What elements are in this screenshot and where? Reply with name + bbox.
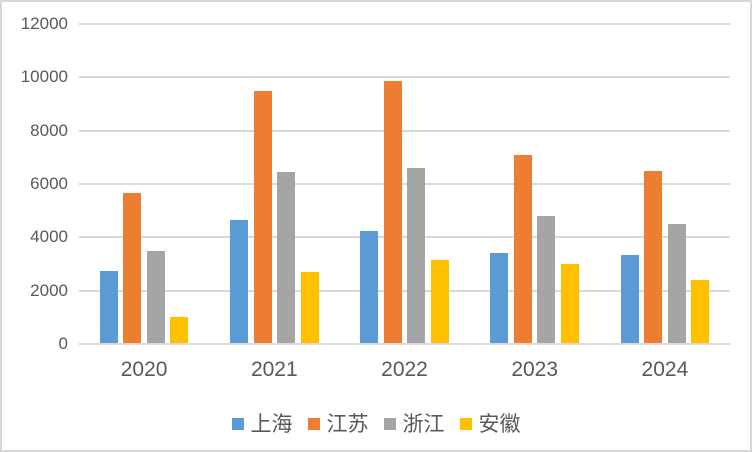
bar-安徽-2023 — [560, 264, 579, 344]
bar-安徽-2021 — [300, 272, 319, 344]
x-tick-label-2020: 2020 — [120, 358, 168, 381]
legend-swatch-icon — [307, 418, 320, 430]
x-tick-label-2021: 2021 — [250, 358, 298, 381]
legend-item-上海: 上海 — [231, 408, 293, 438]
bar-江苏-2021 — [253, 90, 272, 344]
legend-swatch-icon — [383, 418, 396, 430]
legend-item-安徽: 安徽 — [459, 408, 521, 438]
bar-上海-2021 — [230, 220, 249, 344]
gridline-10000 — [79, 76, 730, 79]
bar-安徽-2022 — [430, 260, 449, 344]
bar-安徽-2024 — [691, 280, 710, 344]
y-tick-label-0: 0 — [58, 334, 68, 353]
legend-item-江苏: 江苏 — [307, 408, 369, 438]
bar-安徽-2020 — [170, 317, 189, 344]
bar-浙江-2021 — [277, 172, 296, 344]
legend-swatch-icon — [231, 418, 244, 430]
gridline-2000 — [79, 289, 730, 292]
y-tick-label-12000: 12000 — [20, 14, 68, 33]
x-tick-label-2024: 2024 — [641, 358, 689, 381]
gridline-6000 — [79, 183, 730, 185]
bar-上海-2024 — [620, 254, 639, 344]
chart-legend: 上海 江苏 浙江 安徽 — [2, 408, 750, 438]
bar-上海-2020 — [99, 270, 118, 344]
bar-江苏-2020 — [123, 193, 142, 344]
bar-江苏-2023 — [513, 154, 532, 344]
x-tick-label-2023: 2023 — [511, 358, 559, 381]
x-axis-line — [79, 343, 730, 345]
x-tick-label-2022: 2022 — [381, 358, 428, 381]
y-tick-label-10000: 10000 — [20, 67, 68, 87]
bar-江苏-2022 — [383, 81, 402, 344]
legend-label: 浙江 — [402, 413, 445, 436]
bar-上海-2023 — [490, 253, 509, 344]
legend-label: 上海 — [250, 413, 293, 436]
plot-area — [79, 23, 730, 344]
legend-swatch-icon — [459, 418, 472, 430]
y-tick-label-8000: 8000 — [30, 120, 68, 140]
gridline-12000 — [79, 23, 730, 25]
y-tick-label-6000: 6000 — [30, 174, 68, 193]
gridline-4000 — [79, 236, 730, 239]
bar-浙江-2022 — [407, 168, 426, 344]
bar-上海-2022 — [360, 230, 379, 344]
y-tick-label-2000: 2000 — [30, 280, 68, 300]
bar-江苏-2024 — [644, 170, 663, 344]
legend-item-浙江: 浙江 — [383, 408, 445, 438]
y-tick-label-4000: 4000 — [30, 227, 68, 247]
bar-浙江-2024 — [667, 224, 686, 344]
bar-浙江-2020 — [146, 250, 165, 344]
gridline-8000 — [79, 129, 730, 132]
bar-浙江-2023 — [537, 216, 556, 344]
legend-label: 安徽 — [478, 413, 521, 436]
legend-label: 江苏 — [326, 413, 369, 436]
